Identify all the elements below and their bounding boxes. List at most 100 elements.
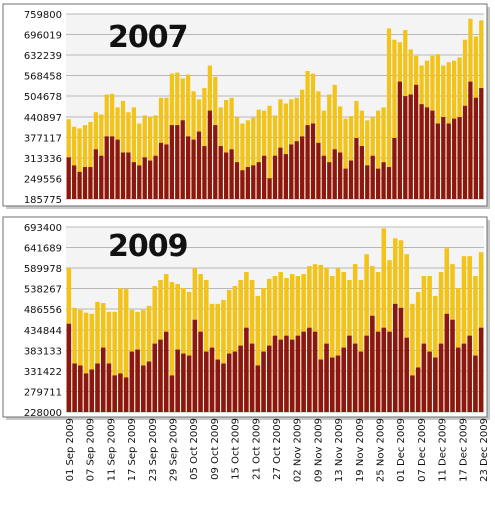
bar-total [82,125,88,199]
bar-total [365,120,370,199]
bar-subset [104,136,109,199]
bar-subset [137,165,142,199]
bar-total [404,254,409,412]
bar-subset [387,331,392,412]
bar-subset [392,303,398,412]
x-tick-label: 07 Dec 2009 [417,418,428,482]
bar-subset [261,351,266,412]
bar-subset [438,343,444,412]
bar-subset [332,149,337,199]
bar-total [146,305,152,412]
x-tick-label: 17 Sep 2009 [127,418,138,481]
bar-subset [221,363,226,412]
bars [66,228,484,412]
x-tick-label: 29 Sep 2009 [169,418,180,481]
bar-total [169,282,175,412]
bar-total [348,116,354,199]
bar-subset [131,162,136,199]
bar-total [245,120,250,199]
bar-subset [403,96,408,199]
bar-subset [142,157,147,199]
x-tick-label: 19 Nov 2009 [355,418,366,482]
bar-total [148,117,153,199]
bar-subset [186,355,192,412]
bar-subset [66,157,71,199]
bar-subset [300,136,305,199]
bar-total [318,264,324,412]
y-tick-label: 641689 [24,244,62,255]
bar-total [327,94,332,199]
bar-subset [245,167,250,199]
bar-subset [435,123,440,199]
bar-total [72,307,77,412]
bar-subset [106,363,112,412]
bar-subset [354,138,359,199]
bar-total [324,268,329,412]
bar-subset [457,117,462,199]
y-tick-label: 759800 [24,10,62,21]
bar-total [438,272,444,412]
bar-subset [215,359,221,412]
bar-subset [408,94,413,199]
bar-total [473,276,478,412]
bar-subset [473,355,478,412]
bar-subset [278,147,283,199]
bar-total [72,126,77,199]
bar-subset [232,351,238,412]
bar-subset [452,118,457,199]
y-tick-label: 632239 [24,51,62,62]
bar-subset [414,84,419,199]
bar-subset [473,97,478,199]
bar-subset [226,353,232,412]
bar-total [224,99,229,199]
bar-subset [110,136,115,199]
bar-total [112,311,117,412]
bar-total [204,280,209,412]
bar-total [106,311,112,412]
bar-subset [169,125,174,199]
bar-subset [478,327,484,412]
bar-total [181,287,186,412]
bar-subset [100,347,106,412]
bar-subset [305,125,310,199]
bar-subset [375,331,381,412]
bar-total [256,109,261,199]
bar-subset [207,110,212,199]
bar-subset [289,144,294,199]
bar-subset [419,104,424,199]
y-tick-label: 589978 [24,264,62,275]
bar-subset [365,165,370,199]
bar-subset [78,365,83,412]
bar-total [461,256,467,412]
bar-subset [186,136,191,199]
bar-subset [123,377,129,412]
bar-subset [424,107,430,199]
bar-total [77,128,82,199]
bar-total [358,280,364,412]
bar-total [255,295,261,412]
bar-total [202,88,207,199]
bar-subset [272,155,278,199]
bar-subset [462,105,468,199]
bar-total [175,284,180,412]
bar-subset [118,373,123,412]
bar-subset [381,162,386,199]
y-tick-label: 440897 [24,113,62,124]
bar-total [332,84,337,199]
bar-total [427,276,432,412]
bar-total [221,299,226,412]
y-axis-ticks: 693400 641689 589978 538267 486556 434844 3831… [24,223,62,419]
y-tick-label: 383133 [24,346,62,357]
bar-subset [209,347,215,412]
bar-subset [364,335,369,412]
bar-subset [310,123,316,199]
bar-subset [158,142,164,199]
bar-subset [202,146,207,199]
bar-total [123,289,129,412]
bar-subset [240,170,245,199]
bar-subset [224,152,229,199]
bar-subset [283,154,288,199]
bar-subset [218,146,223,199]
y-tick-label: 693400 [24,223,62,234]
bar-subset [289,339,295,412]
